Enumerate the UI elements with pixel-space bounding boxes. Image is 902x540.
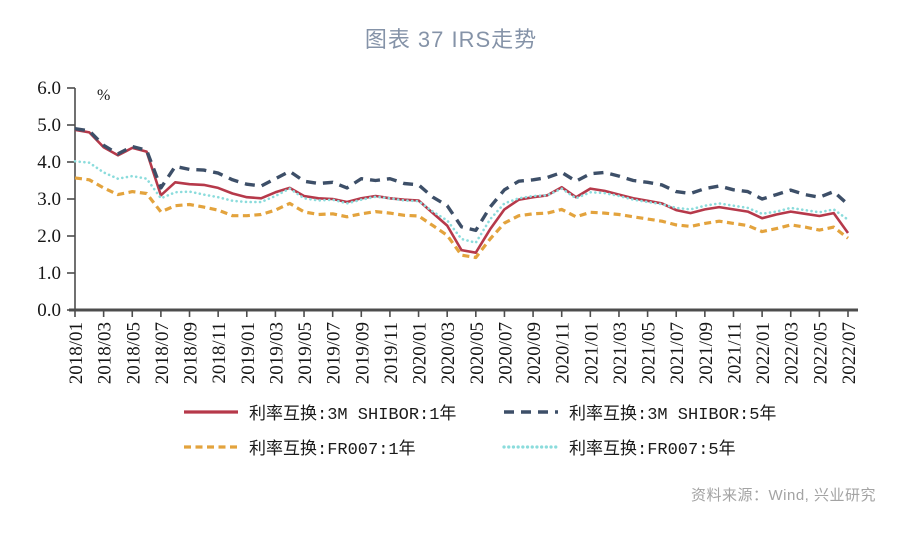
legend-swatch-solid-line-icon (184, 410, 238, 414)
legend-label: 利率互换:FR007:5年 (569, 441, 736, 460)
chart-legend: 利率互换:3M SHIBOR:1年 利率互换:3M SHIBOR:5年 利率互换… (182, 399, 822, 460)
y-tick-label: 5.0 (37, 115, 61, 136)
legend-swatch-dashed-line-icon (504, 410, 558, 414)
x-tick-label: 2020/05 (467, 322, 488, 384)
legend-label: 利率互换:FR007:1年 (249, 441, 416, 460)
y-tick-label: 4.0 (37, 152, 61, 173)
series-line-3 (73, 160, 850, 244)
x-tick-label: 2019/05 (295, 322, 316, 384)
x-tick-label: 2021/05 (639, 322, 660, 384)
x-tick-label: 2019/09 (352, 322, 373, 384)
x-tick-label: 2022/01 (753, 322, 774, 384)
series-line-2 (74, 176, 849, 260)
legend-item-fr007-5y: 利率互换:FR007:5年 (502, 434, 822, 460)
x-tick-label: 2020/07 (495, 322, 516, 384)
x-tick-label: 2021/11 (724, 322, 745, 384)
x-tick-label: 2019/07 (324, 322, 345, 384)
legend-label: 利率互换:3M SHIBOR:5年 (569, 406, 777, 425)
x-tick-label: 2019/11 (381, 322, 402, 384)
x-tick-label: 2018/11 (209, 322, 230, 384)
series-line-0 (74, 128, 850, 254)
y-tick-label: 1.0 (37, 263, 61, 284)
x-tick-label: 2021/07 (667, 322, 688, 384)
x-tick-label: 2018/01 (66, 322, 87, 384)
y-tick-label: 6.0 (37, 78, 61, 99)
legend-item-fr007-1y: 利率互换:FR007:1年 (182, 434, 502, 460)
x-tick-label: 2021/03 (610, 322, 631, 384)
x-tick-label: 2020/03 (438, 322, 459, 384)
legend-item-shibor-5y: 利率互换:3M SHIBOR:5年 (502, 399, 822, 425)
x-tick-label: 2022/07 (839, 322, 860, 384)
legend-swatch-short-dash-line-icon (184, 445, 238, 449)
legend-label: 利率互换:3M SHIBOR:1年 (249, 406, 457, 425)
x-tick-label: 2020/11 (553, 322, 574, 384)
x-tick-label: 2021/01 (581, 322, 602, 384)
x-tick-label: 2018/09 (181, 322, 202, 384)
series-line-1 (74, 127, 850, 233)
x-tick-label: 2021/09 (696, 322, 717, 384)
legend-swatch-dotted-line-icon (502, 445, 560, 449)
x-tick-label: 2019/01 (238, 322, 259, 384)
x-tick-label: 2022/03 (782, 322, 803, 384)
x-tick-label: 2018/03 (95, 322, 116, 384)
irs-line-chart: 0.0 1.0 2.0 3.0 4.0 5.0 6.0 % 2018/01 2018/03 2018… (37, 78, 860, 384)
y-tick-label: 3.0 (37, 189, 61, 210)
source-note: 资料来源：Wind, 兴业研究 (690, 487, 876, 504)
x-tick-label: 2018/07 (152, 322, 173, 384)
x-tick-label: 2020/09 (524, 322, 545, 384)
page-title: 图表 37 IRS走势 (364, 27, 538, 52)
x-tick-label: 2022/05 (810, 322, 831, 384)
y-tick-label: 0.0 (37, 300, 61, 321)
legend-item-shibor-1y: 利率互换:3M SHIBOR:1年 (182, 399, 502, 425)
x-tick-label: 2019/03 (266, 322, 287, 384)
y-axis-unit-label: % (97, 87, 110, 104)
y-tick-label: 2.0 (37, 226, 61, 247)
x-tick-label: 2020/01 (410, 322, 431, 384)
x-tick-label: 2018/05 (123, 322, 144, 384)
axes: 0.0 1.0 2.0 3.0 4.0 5.0 6.0 % 2018/01 2018/03 2018… (37, 78, 860, 384)
